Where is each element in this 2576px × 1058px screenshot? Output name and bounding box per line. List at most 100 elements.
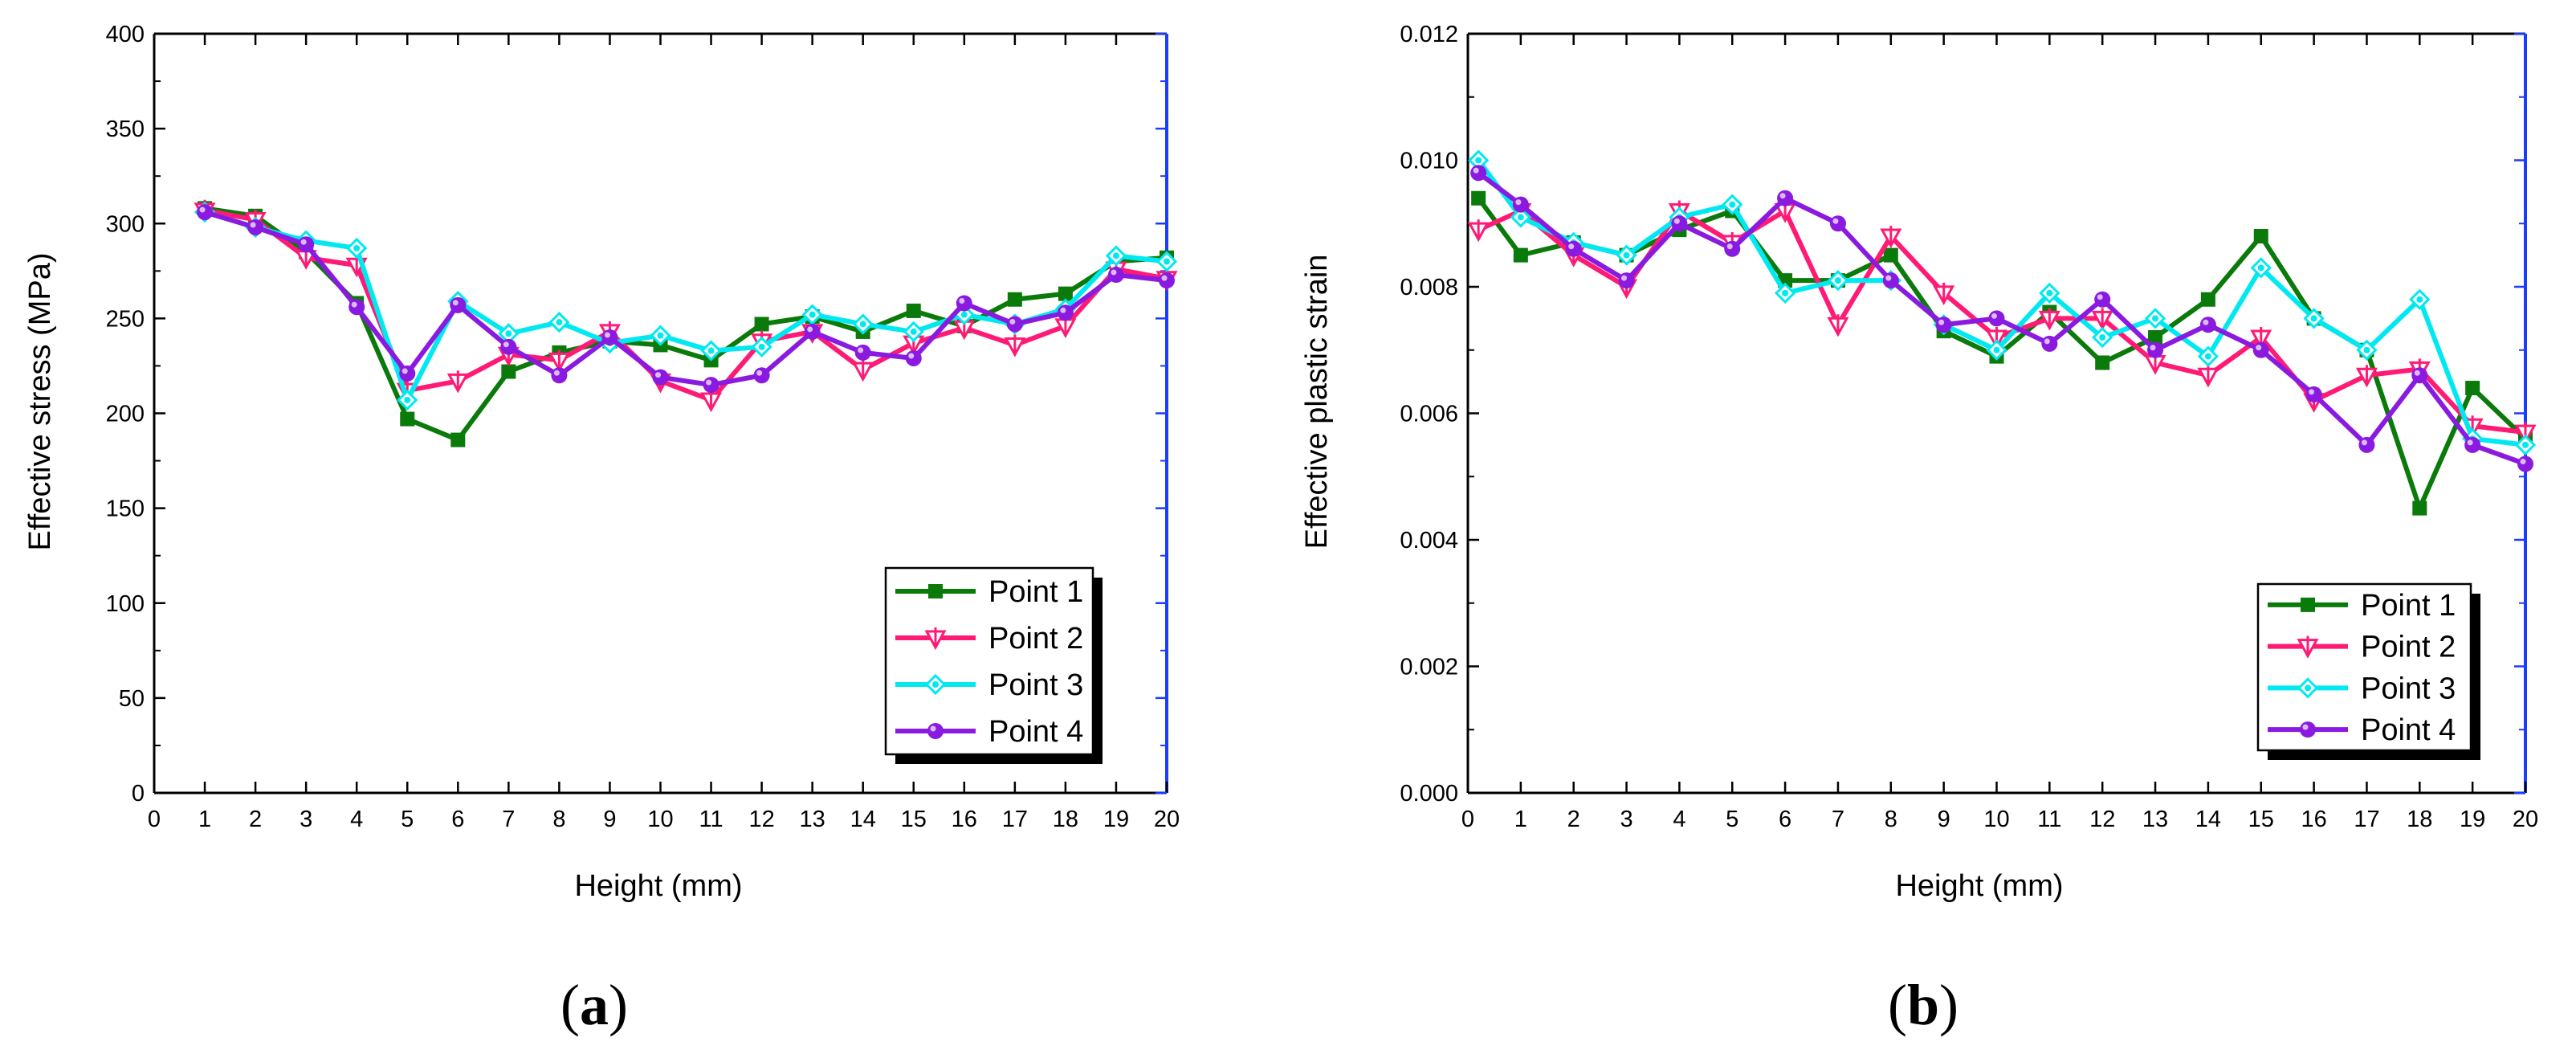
chart-a-legend: Point 1 Point 2 Point 3 Point 4 [884, 566, 1103, 764]
chart-a-series-4-point [703, 377, 719, 394]
chart-a-series-1-point [501, 364, 516, 379]
chart-b-series-4-point [1935, 317, 1952, 333]
chart-a-ytick-label: 100 [106, 591, 145, 617]
chart-a-series-4-line [204, 210, 1168, 388]
chart-b-series-4-point [1988, 310, 2005, 327]
chart-b-series-4-point [1777, 190, 1794, 206]
chart-b-xtick-label: 13 [2142, 807, 2168, 832]
chart-a-xtick-label: 9 [603, 807, 616, 832]
chart-a-xtick-label: 7 [502, 807, 515, 832]
chart-a-ytick-label: 0 [132, 781, 145, 807]
chart-a-series-1-point [450, 432, 466, 447]
chart-b-ylabel: Effective plastic strain [1300, 255, 1334, 549]
chart-a-series-4-point [298, 236, 315, 253]
chart-b-series-4-point [2252, 341, 2269, 358]
chart-a-series-4-point [753, 367, 770, 384]
chart-b-xtick-label: 9 [1938, 807, 1950, 832]
chart-b-xtick-label: 5 [1726, 807, 1738, 832]
chart-b-xtick-label: 3 [1620, 807, 1632, 832]
chart-b-ytick-label: 0.008 [1400, 275, 1458, 300]
chart-a-ylabel: Effective stress (MPa) [23, 253, 57, 551]
chart-a-ytick-label: 300 [106, 211, 145, 237]
chart-a-xtick-label: 1 [198, 807, 211, 832]
chart-a-series-4-point [601, 329, 618, 345]
chart-b-series-4-point [2147, 341, 2164, 358]
chart-a-series-4-point [247, 219, 264, 235]
chart-b-series-1-point [2465, 381, 2480, 395]
chart-a-panel-label: (a) [560, 973, 628, 1037]
chart-b-series-1-point [2200, 292, 2215, 307]
chart-b-xlabel: Height (mm) [1895, 869, 2063, 903]
chart-b-series-4-point [1724, 240, 1741, 257]
chart-a-legend-marker [927, 723, 944, 739]
chart-a-ytick-label: 350 [106, 116, 145, 142]
chart-b-xtick-label: 7 [1832, 807, 1844, 832]
chart-a-series-4-point [500, 338, 517, 355]
chart-a-legend-label: Point 4 [988, 715, 1083, 749]
chart-a-series-1-point [754, 317, 769, 332]
chart-b-series-1-point [2253, 229, 2268, 243]
chart-b-ytick-label: 0.012 [1400, 22, 1458, 47]
chart-a-xtick-label: 15 [901, 807, 927, 832]
chart-b-series-1-point [2095, 355, 2110, 370]
chart-a-legend-label: Point 2 [988, 622, 1083, 656]
chart-b-ytick-label: 0.004 [1400, 528, 1458, 554]
chart-a-xtick-label: 18 [1053, 807, 1078, 832]
chart-b-series-3-line [1476, 158, 2526, 447]
chart-b-series-4-point [2517, 455, 2533, 472]
chart-a-xtick-label: 0 [148, 807, 161, 832]
chart-b-xtick-label: 20 [2513, 807, 2538, 832]
chart-b-series-4-point [2041, 335, 2058, 352]
chart-b-ytick-label: 0.010 [1400, 149, 1458, 174]
chart-b-xtick-label: 6 [1779, 807, 1791, 832]
chart-a-series-4-point [1159, 272, 1175, 289]
chart-b-xtick-label: 14 [2195, 807, 2221, 832]
chart-a-series-1-point [1007, 292, 1022, 307]
chart-a-series-4-point [905, 349, 922, 366]
chart-a-xlabel: Height (mm) [574, 869, 742, 903]
chart-a-series-1-line [204, 206, 1168, 443]
chart-a-legend-marker [928, 584, 943, 598]
chart-a-series-4-point [652, 369, 669, 386]
chart-b-series-4-point [1470, 165, 1487, 182]
chart-b-legend-label: Point 3 [2361, 672, 2456, 705]
chart-b-series-4-point [1512, 196, 1529, 213]
chart-b-legend: Point 1 Point 2 Point 3 Point 4 [2256, 582, 2480, 760]
chart-a-series-4-point [804, 323, 821, 340]
chart-b-xtick-label: 19 [2460, 807, 2485, 832]
chart-b-xtick-label: 17 [2354, 807, 2379, 832]
chart-a-series-4-point [197, 204, 214, 221]
chart-b-series-1-point [2412, 500, 2427, 516]
chart-a-series-2-line [204, 207, 1168, 402]
chart-b-series-4-point [2094, 291, 2111, 308]
chart-a-legend-label: Point 1 [988, 575, 1083, 609]
chart-b-series-4-point [1671, 215, 1688, 232]
chart-b-series-4-point [2305, 386, 2322, 402]
chart-a-series-4-point [1006, 316, 1023, 333]
chart-a-series-1-point [1058, 286, 1073, 301]
chart-a-xtick-label: 3 [300, 807, 312, 832]
chart-a-series-4-point [399, 365, 416, 382]
chart-b-series-1-point [1513, 247, 1528, 263]
chart-b-series-4-point [2199, 317, 2216, 333]
chart-a-xtick-label: 2 [249, 807, 262, 832]
chart-b-series-4-point [2464, 436, 2481, 453]
chart-b-legend-label: Point 2 [2361, 631, 2456, 664]
chart-a-xtick-label: 10 [647, 807, 673, 832]
chart-b-series-1-point [1471, 190, 1486, 206]
chart-b-series-1-point [1883, 247, 1898, 263]
chart-a-series-1-point [400, 411, 415, 427]
chart-a-series-4-point [450, 296, 467, 313]
chart-a-ytick-label: 400 [106, 22, 145, 47]
chart-a-ytick-label: 250 [106, 306, 145, 332]
chart-b-ytick-label: 0.002 [1400, 655, 1458, 680]
chart-b-ytick-label: 0.006 [1400, 402, 1458, 427]
chart-a-legend-label: Point 3 [988, 668, 1083, 702]
chart-b: 0 1 2 3 4 5 6 7 8 9 10 11 12 13 14 15 16 17 18 19 200.0000.0… [1300, 22, 2538, 1037]
chart-b-series-4-point [1618, 272, 1635, 289]
chart-b-legend-label: Point 1 [2361, 589, 2456, 623]
chart-b-series-4-point [1882, 272, 1899, 289]
chart-a-series-4-point [551, 367, 568, 384]
chart-a-series-4-point [348, 299, 365, 316]
